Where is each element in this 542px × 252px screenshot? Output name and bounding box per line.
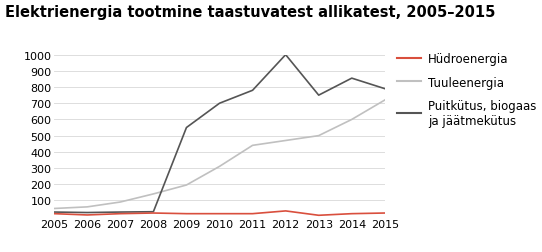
Text: Elektrienergia tootmine taastuvatest allikatest, 2005–2015: Elektrienergia tootmine taastuvatest all… [5,5,496,20]
Legend: Hüdroenergia, Tuuleenergia, Puitkütus, biogaas
ja jäätmekütus: Hüdroenergia, Tuuleenergia, Puitkütus, b… [397,53,537,127]
